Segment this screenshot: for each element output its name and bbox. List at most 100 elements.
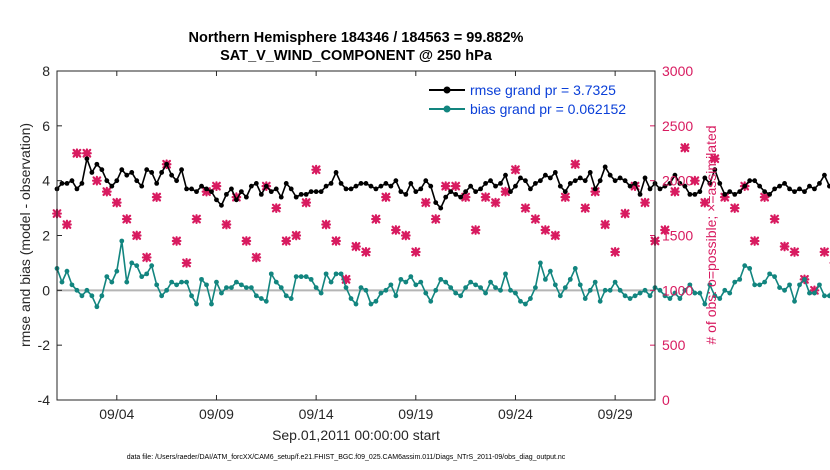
bias-point — [398, 276, 404, 282]
bias-point — [562, 285, 568, 290]
rmse-point — [428, 183, 434, 189]
bias-point — [194, 301, 199, 307]
rmse-point — [164, 161, 170, 167]
bias-point — [104, 274, 110, 280]
rmse-point — [64, 181, 70, 186]
bias-point — [737, 276, 743, 282]
rmse-point — [827, 183, 830, 189]
bias-point — [129, 260, 135, 266]
rmse-point — [802, 189, 807, 195]
rmse-point — [697, 189, 703, 195]
obs-assimilated-marker — [361, 247, 371, 257]
bias-point — [338, 271, 344, 277]
x-tick-label: 09/24 — [498, 406, 533, 422]
rmse-point — [727, 189, 733, 195]
rmse-point — [547, 175, 553, 181]
bias-point — [782, 287, 787, 293]
bias-point — [692, 290, 698, 296]
legend-rmse-label: rmse grand pr = 3.7325 — [470, 82, 616, 98]
rmse-point — [483, 181, 488, 186]
rmse-point — [572, 178, 578, 184]
rmse-point — [508, 189, 513, 195]
obs-assimilated-marker — [430, 214, 441, 224]
rmse-point — [822, 172, 827, 178]
bias-point — [248, 285, 254, 290]
bias-point — [134, 263, 140, 269]
rmse-point — [478, 186, 483, 192]
bias-point — [597, 298, 603, 304]
bias-point — [682, 287, 688, 293]
bias-point — [418, 279, 424, 285]
rmse-point — [388, 183, 394, 189]
rmse-point — [632, 181, 638, 186]
y-right-tick-label: 1500 — [662, 228, 693, 244]
rmse-point — [577, 175, 583, 181]
bias-point — [508, 287, 513, 293]
bias-point — [298, 274, 304, 280]
bias-point — [607, 287, 613, 293]
bias-point — [667, 296, 673, 301]
rmse-point — [438, 205, 444, 211]
rmse-point — [647, 186, 653, 192]
rmse-point — [318, 189, 324, 195]
bias-point — [637, 290, 643, 296]
rmse-point — [792, 189, 797, 195]
rmse-point — [124, 172, 130, 178]
bias-point — [523, 301, 528, 307]
rmse-point — [109, 183, 115, 189]
obs-assimilated-marker — [400, 230, 411, 241]
rmse-point — [463, 189, 469, 195]
bias-point — [717, 296, 723, 301]
obs-assimilated-marker — [520, 203, 531, 213]
rmse-point — [692, 191, 698, 197]
rmse-point — [433, 200, 439, 206]
rmse-point — [797, 186, 802, 192]
obs-assimilated-marker — [171, 236, 182, 246]
rmse-point — [119, 167, 125, 173]
rmse-point — [642, 175, 648, 181]
rmse-point — [263, 183, 269, 189]
bias-point — [189, 293, 194, 299]
bias-point — [712, 293, 718, 299]
bias-point — [214, 279, 219, 285]
bias-point — [762, 279, 768, 285]
bias-point — [209, 301, 214, 307]
bias-point — [403, 279, 409, 285]
rmse-point — [777, 183, 782, 189]
obs-assimilated-marker — [271, 203, 282, 213]
legend: rmse grand pr = 3.7325 bias grand pr = 0… — [424, 79, 650, 122]
bias-point — [159, 293, 165, 299]
bias-point — [184, 279, 189, 285]
obs-assimilated-marker — [600, 219, 611, 230]
bias-point — [119, 238, 125, 244]
bias-point — [149, 263, 155, 269]
obs-assimilated-marker — [231, 192, 242, 203]
bias-point — [84, 287, 90, 293]
rmse-point — [732, 191, 738, 197]
rmse-point — [423, 178, 429, 184]
bias-point — [822, 293, 827, 299]
obs-assimilated-marker — [181, 258, 192, 268]
rmse-point — [268, 189, 274, 195]
rmse-point — [552, 170, 558, 175]
bias-point — [358, 285, 364, 290]
rmse-point — [622, 178, 628, 184]
bias-point — [757, 282, 763, 288]
x-axis-label: Sep.01,2011 00:00:00 start — [272, 427, 440, 443]
rmse-point — [99, 167, 105, 173]
obs-assimilated-marker — [211, 181, 222, 192]
rmse-point — [134, 178, 140, 184]
y-tick-label: 0 — [42, 282, 50, 298]
rmse-point — [328, 181, 334, 186]
rmse-point — [567, 181, 573, 186]
rmse-point — [597, 178, 603, 184]
bias-point — [518, 298, 523, 304]
bias-point — [572, 266, 578, 271]
bias-point — [268, 271, 274, 277]
bias-point — [263, 298, 269, 304]
bias-point — [552, 282, 558, 288]
obs-assimilated-marker — [381, 192, 391, 203]
bias-point — [308, 276, 314, 282]
rmse-point — [702, 175, 708, 181]
obs-assimilated-marker — [371, 214, 381, 224]
